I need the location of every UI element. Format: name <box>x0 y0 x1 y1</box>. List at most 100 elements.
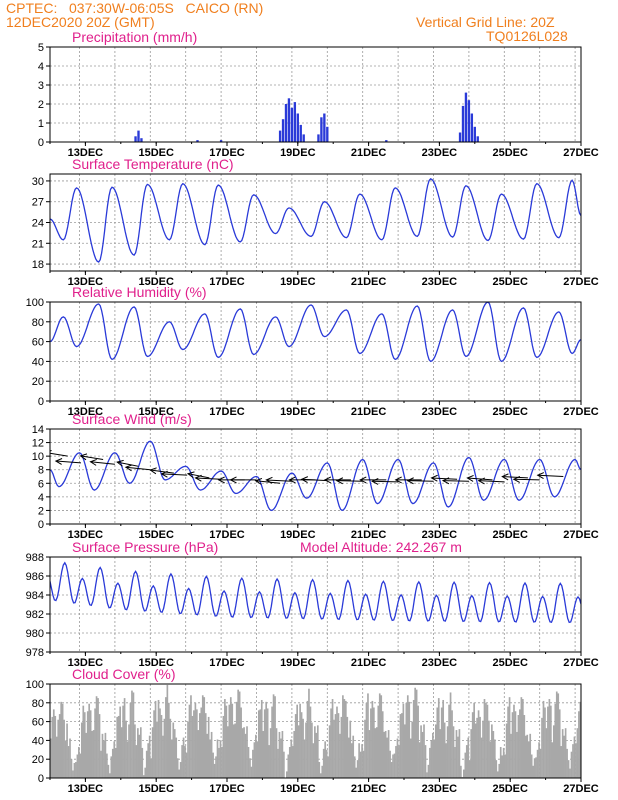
cloud-bar <box>176 758 179 778</box>
cloud-bar <box>237 689 239 778</box>
cloud-bar <box>337 713 340 778</box>
cloud-bar <box>274 696 276 778</box>
cloud-bar <box>201 695 204 778</box>
y-tick-label: 80 <box>32 698 44 710</box>
series-line <box>50 561 581 624</box>
cloud-bar <box>350 743 353 778</box>
cloud-bar <box>109 773 111 778</box>
cloud-bar <box>306 700 309 778</box>
cloud-bar <box>387 730 390 778</box>
cloud-bar <box>421 731 424 778</box>
wind-arrow <box>117 461 139 467</box>
cloud-bar <box>106 753 108 778</box>
cloud-bar <box>209 739 211 778</box>
cloud-bar <box>327 756 329 778</box>
cloud-bar <box>343 699 346 778</box>
cloud-bar <box>51 716 54 778</box>
cloud-bar <box>249 758 251 778</box>
wind-arrow <box>150 469 174 474</box>
wind-arrow <box>55 460 82 464</box>
cloud-bar <box>414 687 416 778</box>
cloud-bar <box>402 703 405 778</box>
cloud-bar <box>197 730 200 778</box>
wind-arrow-head <box>394 476 402 484</box>
cloud-bar <box>377 705 380 778</box>
wind-arrow <box>537 474 564 477</box>
y-tick-label: 40 <box>32 356 44 368</box>
cloud-bar <box>334 714 337 778</box>
cloud-bar <box>316 725 319 778</box>
y-tick-label: 20 <box>32 376 44 388</box>
cloud-bar <box>378 693 381 778</box>
cloud-bar <box>479 716 481 778</box>
cloud-bar <box>411 721 414 778</box>
cloud-bar <box>527 741 530 778</box>
cloud-bar <box>91 731 93 778</box>
cloud-bar <box>542 700 545 778</box>
cloud-bar <box>570 751 573 778</box>
cloud-bar <box>75 762 77 778</box>
series-line <box>50 302 581 363</box>
cloud-bar <box>166 684 169 778</box>
cloud-bar <box>268 745 270 778</box>
cloud-bar <box>325 749 328 778</box>
y-tick-label: 5 <box>38 42 44 54</box>
cloud-bar <box>128 724 130 778</box>
wind-arrow <box>502 476 528 479</box>
cloud-bar <box>519 709 521 778</box>
cloud-bar <box>368 730 371 778</box>
cloud-bar <box>554 703 557 778</box>
cloud-bar <box>359 751 362 778</box>
cloud-bar <box>493 739 496 778</box>
cloud-bar <box>238 691 241 778</box>
x-tick-label: 23DEC <box>422 276 458 288</box>
wind-arrow-head <box>149 467 157 475</box>
cloud-bar <box>443 722 446 778</box>
cloud-bar <box>452 726 455 778</box>
cloud-bar <box>465 745 468 778</box>
cloud-bar <box>405 702 408 778</box>
plot-area <box>50 177 581 263</box>
plot-area <box>50 440 581 512</box>
cloud-bar <box>535 757 537 778</box>
y-tick-label: 80 <box>32 317 44 329</box>
cloud-bar <box>288 746 291 778</box>
cloud-bar <box>544 707 546 778</box>
x-tick-label: 25DEC <box>492 657 528 669</box>
cloud-bar <box>412 699 415 778</box>
y-tick-label: 986 <box>26 571 44 583</box>
cloud-bar <box>575 743 577 778</box>
cloud-bar <box>330 708 332 778</box>
cloud-bar <box>486 704 489 778</box>
cloud-bar <box>442 699 445 778</box>
wind-arrow <box>407 480 434 482</box>
cloud-bar <box>303 739 306 778</box>
cloud-bar <box>331 699 334 778</box>
cloud-bar <box>119 706 121 778</box>
panel-3: 0 20 40 60 80 100 13DEC 15DEC 17DEC 19DEC 21DEC 23D… <box>26 284 599 418</box>
cloud-bar <box>203 697 206 778</box>
cloud-bar <box>383 731 386 778</box>
cloud-bar <box>178 769 180 778</box>
x-tick-label: 13DEC <box>68 657 104 669</box>
cloud-bar <box>392 754 394 778</box>
plot-area <box>50 684 581 778</box>
cloud-bar <box>107 764 110 778</box>
wind-arrow <box>187 473 210 479</box>
cloud-bar <box>520 697 523 778</box>
cloud-bar <box>336 706 338 778</box>
cloud-bar <box>263 709 266 778</box>
cloud-bar <box>200 707 203 778</box>
cloud-bar <box>229 697 232 778</box>
cloud-bar <box>578 711 580 778</box>
cloud-bar <box>390 762 393 778</box>
cloud-bar <box>104 732 107 778</box>
precip-bar <box>302 134 305 142</box>
cloud-bar <box>374 728 377 778</box>
cloud-bar <box>417 705 419 778</box>
cloud-bar <box>507 706 509 778</box>
cloud-bar <box>361 744 363 778</box>
cloud-bar <box>277 748 279 778</box>
x-tick-label: 15DEC <box>138 406 174 418</box>
